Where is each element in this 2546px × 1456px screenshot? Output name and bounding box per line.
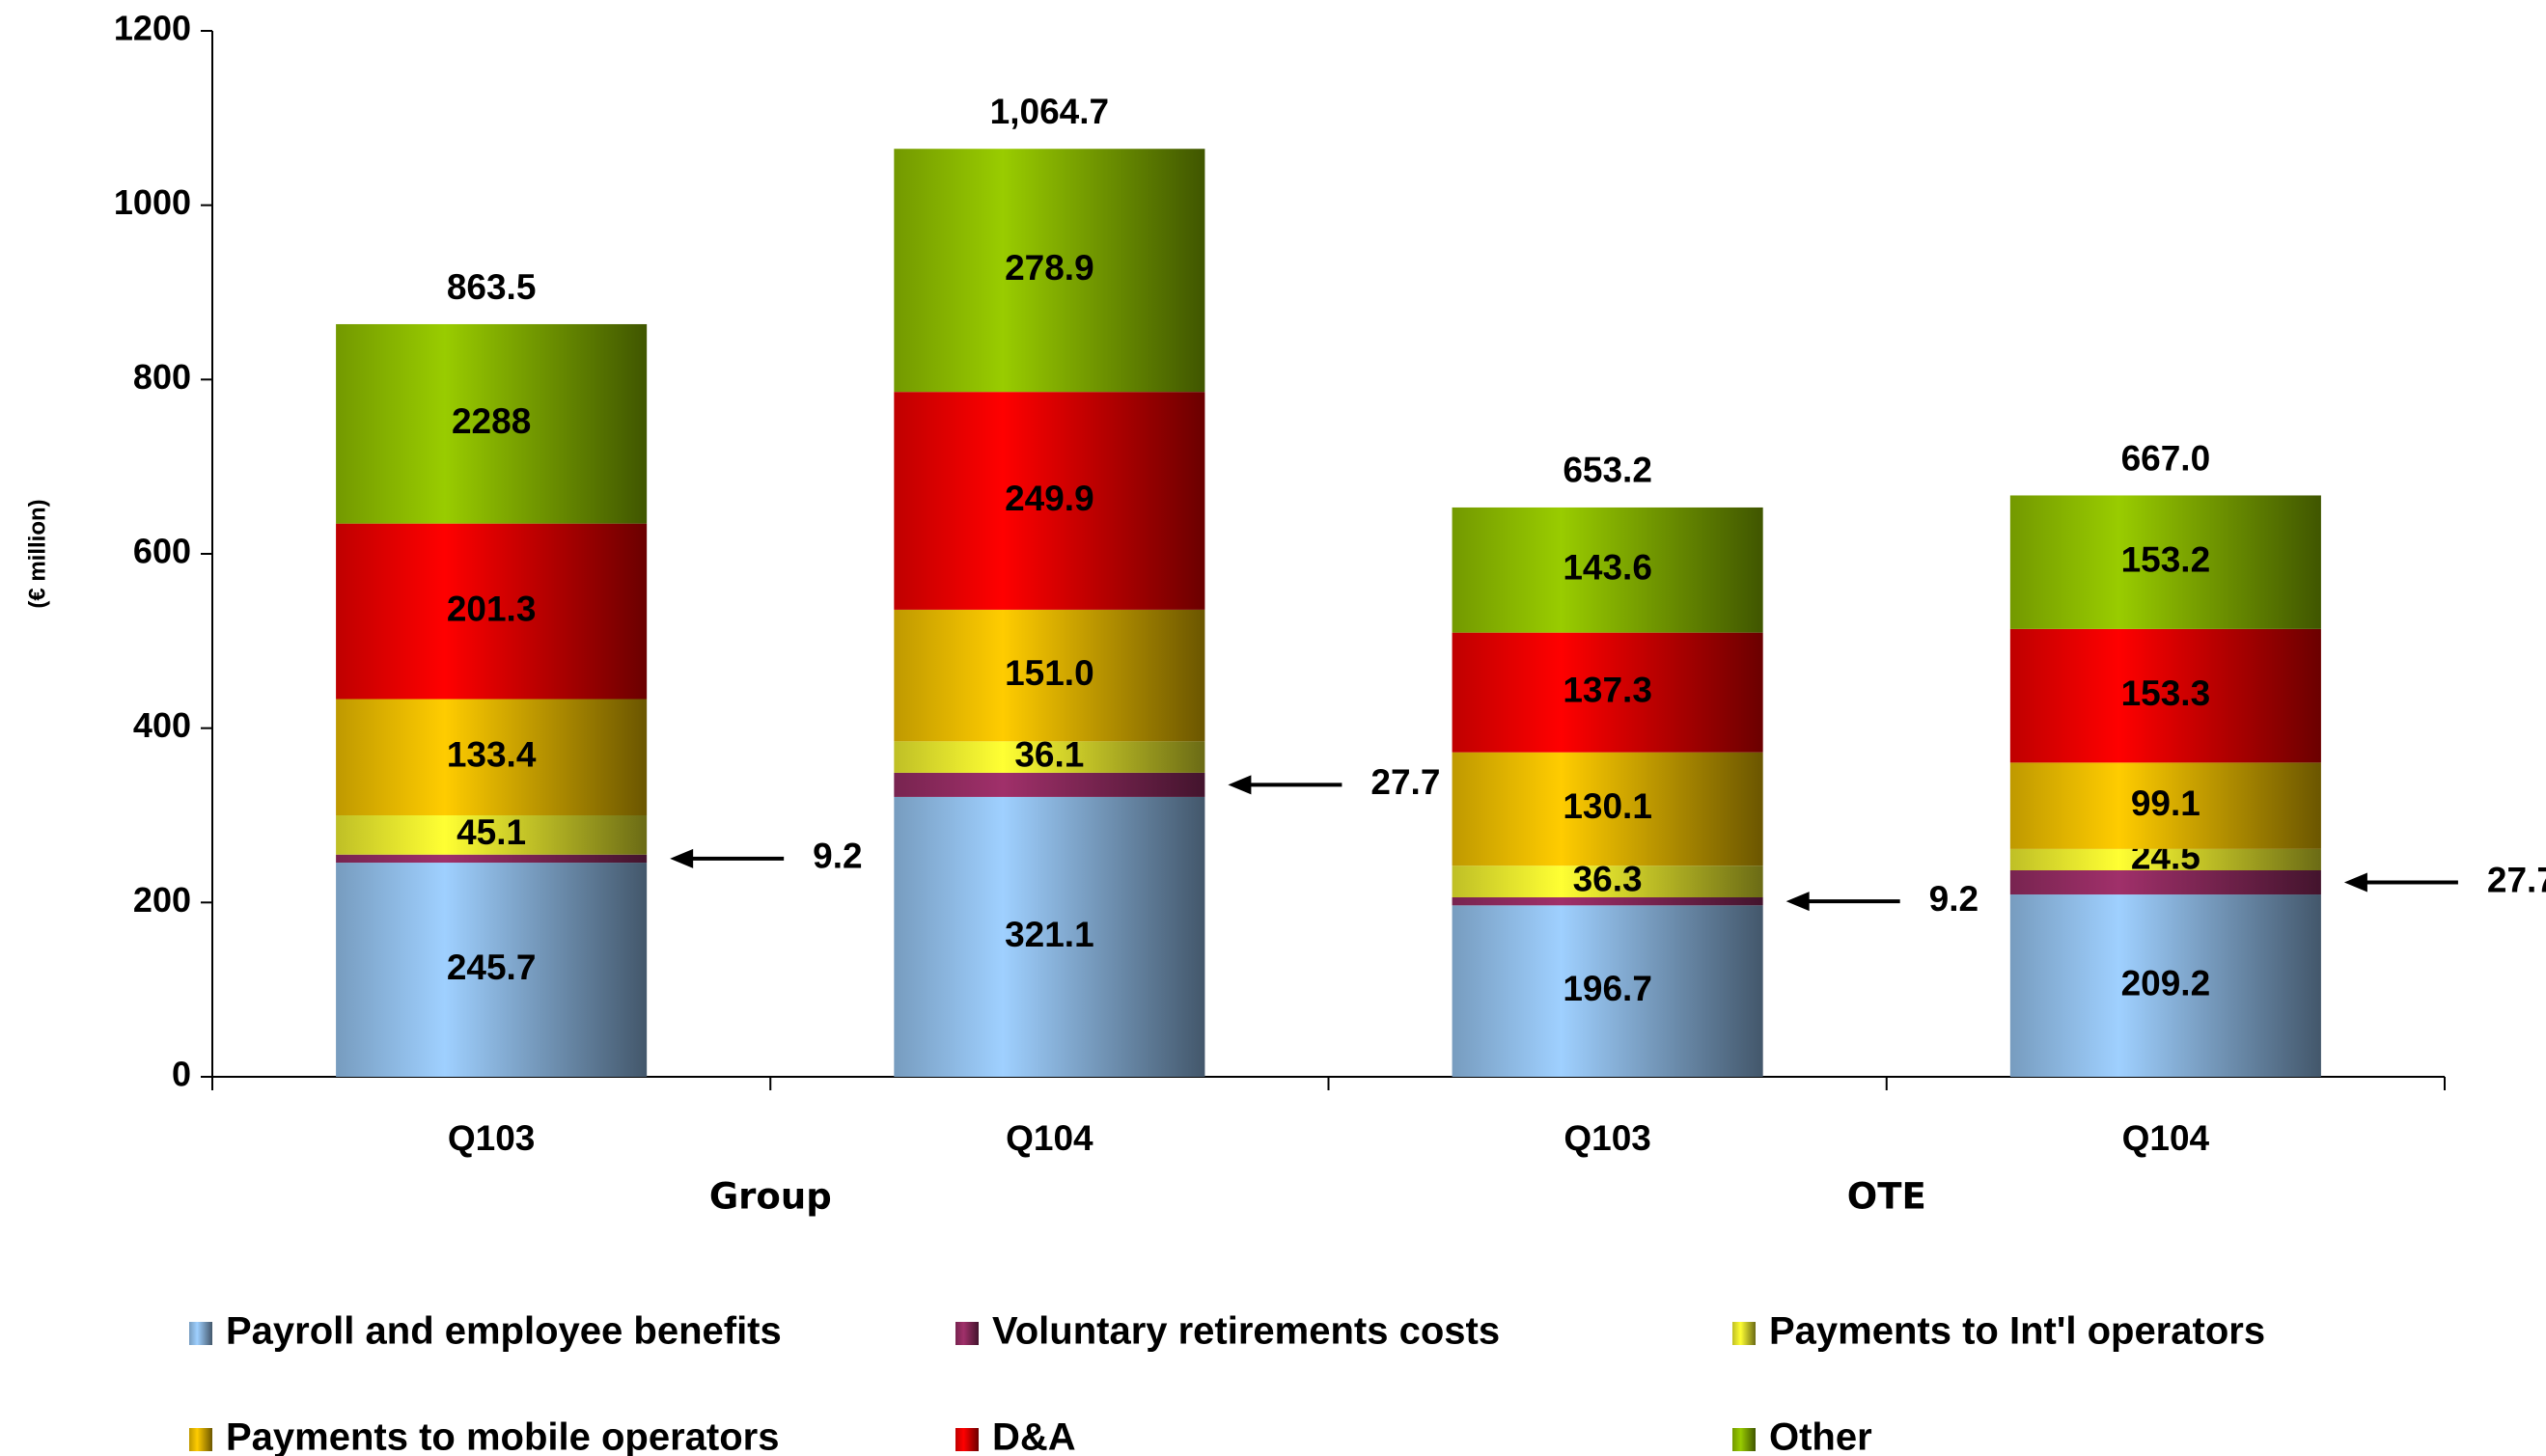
bar-segment xyxy=(336,863,648,1077)
data-label: 36.3 xyxy=(1573,859,1643,898)
legend-swatch xyxy=(955,1428,979,1451)
total-label: 653.2 xyxy=(1563,451,1652,490)
legend-label: Payments to Int'l operators xyxy=(1769,1310,2265,1353)
bar-segment xyxy=(2009,762,2321,849)
bar-segment xyxy=(1452,632,1763,753)
y-tick-label: 400 xyxy=(133,705,191,745)
total-label: 863.5 xyxy=(447,267,537,307)
legend-label: Other xyxy=(1769,1416,1872,1456)
group-label: Group xyxy=(709,1176,832,1218)
data-label: 130.1 xyxy=(1563,786,1652,826)
label-arrowhead xyxy=(670,848,694,868)
bar-segment xyxy=(1452,905,1763,1077)
x-tick-label: Q103 xyxy=(448,1118,536,1158)
bar-segment xyxy=(894,609,1205,742)
data-label: 153.3 xyxy=(2121,673,2211,713)
data-label: 2288 xyxy=(452,401,531,441)
x-tick-label: Q104 xyxy=(2122,1118,2210,1158)
bar-segment xyxy=(1452,752,1763,866)
data-label: 45.1 xyxy=(457,812,526,852)
bar-segment xyxy=(894,796,1205,1077)
y-tick-label: 1000 xyxy=(114,182,191,222)
label-arrowhead xyxy=(2343,872,2367,893)
bar-segment xyxy=(336,815,648,855)
x-tick-label: Q103 xyxy=(1564,1118,1651,1158)
data-label: 196.7 xyxy=(1563,969,1652,1008)
bar-segment xyxy=(336,323,648,524)
data-label: 9.2 xyxy=(813,837,862,876)
y-tick-label: 800 xyxy=(133,357,191,397)
bar-segment xyxy=(2009,870,2321,895)
data-label: 153.2 xyxy=(2121,539,2211,579)
bar-segment xyxy=(336,699,648,815)
data-label: 143.6 xyxy=(1563,548,1652,588)
bar-segment xyxy=(336,854,648,864)
group-label: OTE xyxy=(1847,1176,1926,1218)
data-label: 321.1 xyxy=(1005,915,1094,954)
legend-swatch xyxy=(189,1428,212,1451)
data-label: 209.2 xyxy=(2121,963,2211,1003)
bar-segment xyxy=(336,523,648,700)
legend-label: Payroll and employee benefits xyxy=(226,1310,782,1353)
data-label: 201.3 xyxy=(447,589,537,628)
bar-segment xyxy=(894,149,1205,393)
data-label: 249.9 xyxy=(1005,479,1094,518)
label-arrowhead xyxy=(1785,892,1810,912)
bar-segment xyxy=(894,392,1205,610)
total-label: 1,064.7 xyxy=(990,92,1109,131)
legend-swatch xyxy=(955,1322,979,1345)
legend-swatch xyxy=(1732,1322,1756,1345)
bar-segment xyxy=(2009,628,2321,763)
data-label: 99.1 xyxy=(2131,783,2200,823)
legend-label: Voluntary retirements costs xyxy=(992,1310,1500,1353)
y-tick-label: 0 xyxy=(172,1055,191,1094)
legend-swatch xyxy=(189,1322,212,1345)
bar-segment xyxy=(894,772,1205,797)
legend-label: Payments to mobile operators xyxy=(226,1416,779,1456)
bar-segment xyxy=(1452,897,1763,906)
total-label: 667.0 xyxy=(2121,438,2211,478)
data-label: 278.9 xyxy=(1005,248,1094,288)
bar-segment xyxy=(894,741,1205,773)
y-tick-label: 200 xyxy=(133,880,191,920)
bar-segment xyxy=(2009,495,2321,629)
bar-segment xyxy=(2009,848,2321,871)
legend-label: D&A xyxy=(992,1416,1076,1456)
y-tick-label: 600 xyxy=(133,532,191,571)
data-label: 9.2 xyxy=(1929,879,1979,919)
legend-swatch xyxy=(1732,1428,1756,1451)
y-tick-label: 1200 xyxy=(114,9,191,48)
data-label: 137.3 xyxy=(1563,670,1652,709)
data-label: 27.7 xyxy=(2487,860,2546,899)
data-label: 133.4 xyxy=(447,735,537,775)
bar-segment xyxy=(1452,507,1763,633)
data-label: 151.0 xyxy=(1005,653,1094,693)
x-tick-label: Q104 xyxy=(1006,1118,1093,1158)
data-label: 245.7 xyxy=(447,948,537,987)
bar-segment xyxy=(2009,894,2321,1077)
label-arrowhead xyxy=(1228,775,1252,795)
y-axis-label: (€ million) xyxy=(24,499,50,608)
data-label: 27.7 xyxy=(1370,762,1440,802)
bar-segment xyxy=(1452,865,1763,898)
